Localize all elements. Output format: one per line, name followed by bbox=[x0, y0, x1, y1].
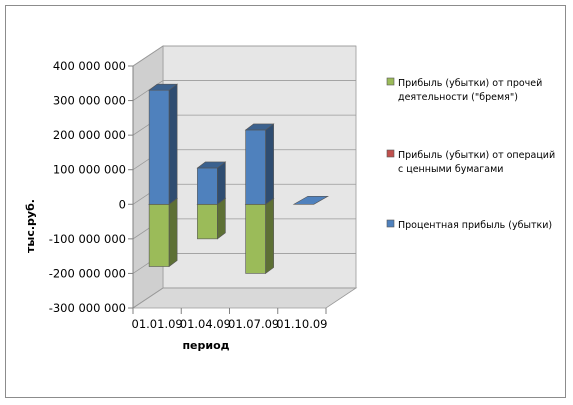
y-tick-label: -100 000 000 bbox=[49, 232, 126, 246]
y-tick-label: -300 000 000 bbox=[49, 301, 126, 315]
gridline bbox=[132, 45, 356, 67]
legend-label: Прибыль (убытки) от прочей bbox=[398, 78, 542, 89]
gridline bbox=[132, 287, 356, 309]
bars bbox=[148, 83, 330, 275]
bar-segment bbox=[292, 195, 330, 205]
x-tick-label: 01.07.09 bbox=[228, 317, 279, 331]
bar-stack bbox=[196, 161, 227, 240]
legend-label: Процентная прибыль (убытки) bbox=[398, 220, 552, 231]
y-tick-label: 200 000 000 bbox=[53, 128, 126, 142]
gridline bbox=[132, 80, 356, 101]
bar-segment bbox=[244, 123, 275, 205]
legend-item: Прибыль (убытки) от прочей деятельности (… bbox=[386, 77, 542, 103]
bar-segment bbox=[148, 83, 179, 205]
floor bbox=[131, 287, 358, 309]
bar-stack bbox=[292, 195, 330, 205]
x-axis-title: период bbox=[182, 339, 229, 352]
x-tick-label: 01.01.09 bbox=[132, 317, 183, 331]
x-tick-label: 01.10.09 bbox=[276, 317, 327, 331]
y-tick-label: -200 000 000 bbox=[49, 266, 126, 280]
y-tick-label: 300 000 000 bbox=[53, 94, 126, 108]
x-tick-label: 01.04.09 bbox=[180, 317, 231, 331]
y-axis-title: тыс.руб. bbox=[24, 199, 37, 253]
y-tick-label: 100 000 000 bbox=[53, 163, 126, 177]
y-tick-labels: 400 000 000 300 000 000 200 000 000 100 000… bbox=[49, 59, 126, 315]
chart-area: 400 000 000 300 000 000 200 000 000 100 000… bbox=[24, 45, 555, 352]
y-tick-label: 400 000 000 bbox=[53, 59, 126, 73]
legend-swatch bbox=[386, 149, 395, 158]
legend: Прибыль (убытки) от прочей деятельности (… bbox=[386, 77, 555, 231]
y-tick-label: 0 bbox=[119, 197, 126, 211]
bar-segment bbox=[196, 161, 227, 205]
legend-label: с ценными бумагами bbox=[398, 164, 503, 175]
bar-segment bbox=[244, 197, 275, 275]
chart-frame: 400 000 000 300 000 000 200 000 000 100 000… bbox=[5, 5, 566, 398]
legend-label: деятельности ("бремя") bbox=[398, 92, 518, 103]
bar-segment bbox=[148, 197, 179, 268]
legend-label: Прибыль (убытки) от операций bbox=[398, 150, 555, 161]
legend-item: Процентная прибыль (убытки) bbox=[386, 219, 552, 231]
legend-item: Прибыль (убытки) от операций с ценными бу… bbox=[386, 149, 555, 175]
bar-stack bbox=[148, 83, 179, 268]
bar-stack bbox=[244, 123, 275, 275]
legend-swatch bbox=[386, 219, 395, 228]
legend-swatch bbox=[386, 77, 395, 86]
